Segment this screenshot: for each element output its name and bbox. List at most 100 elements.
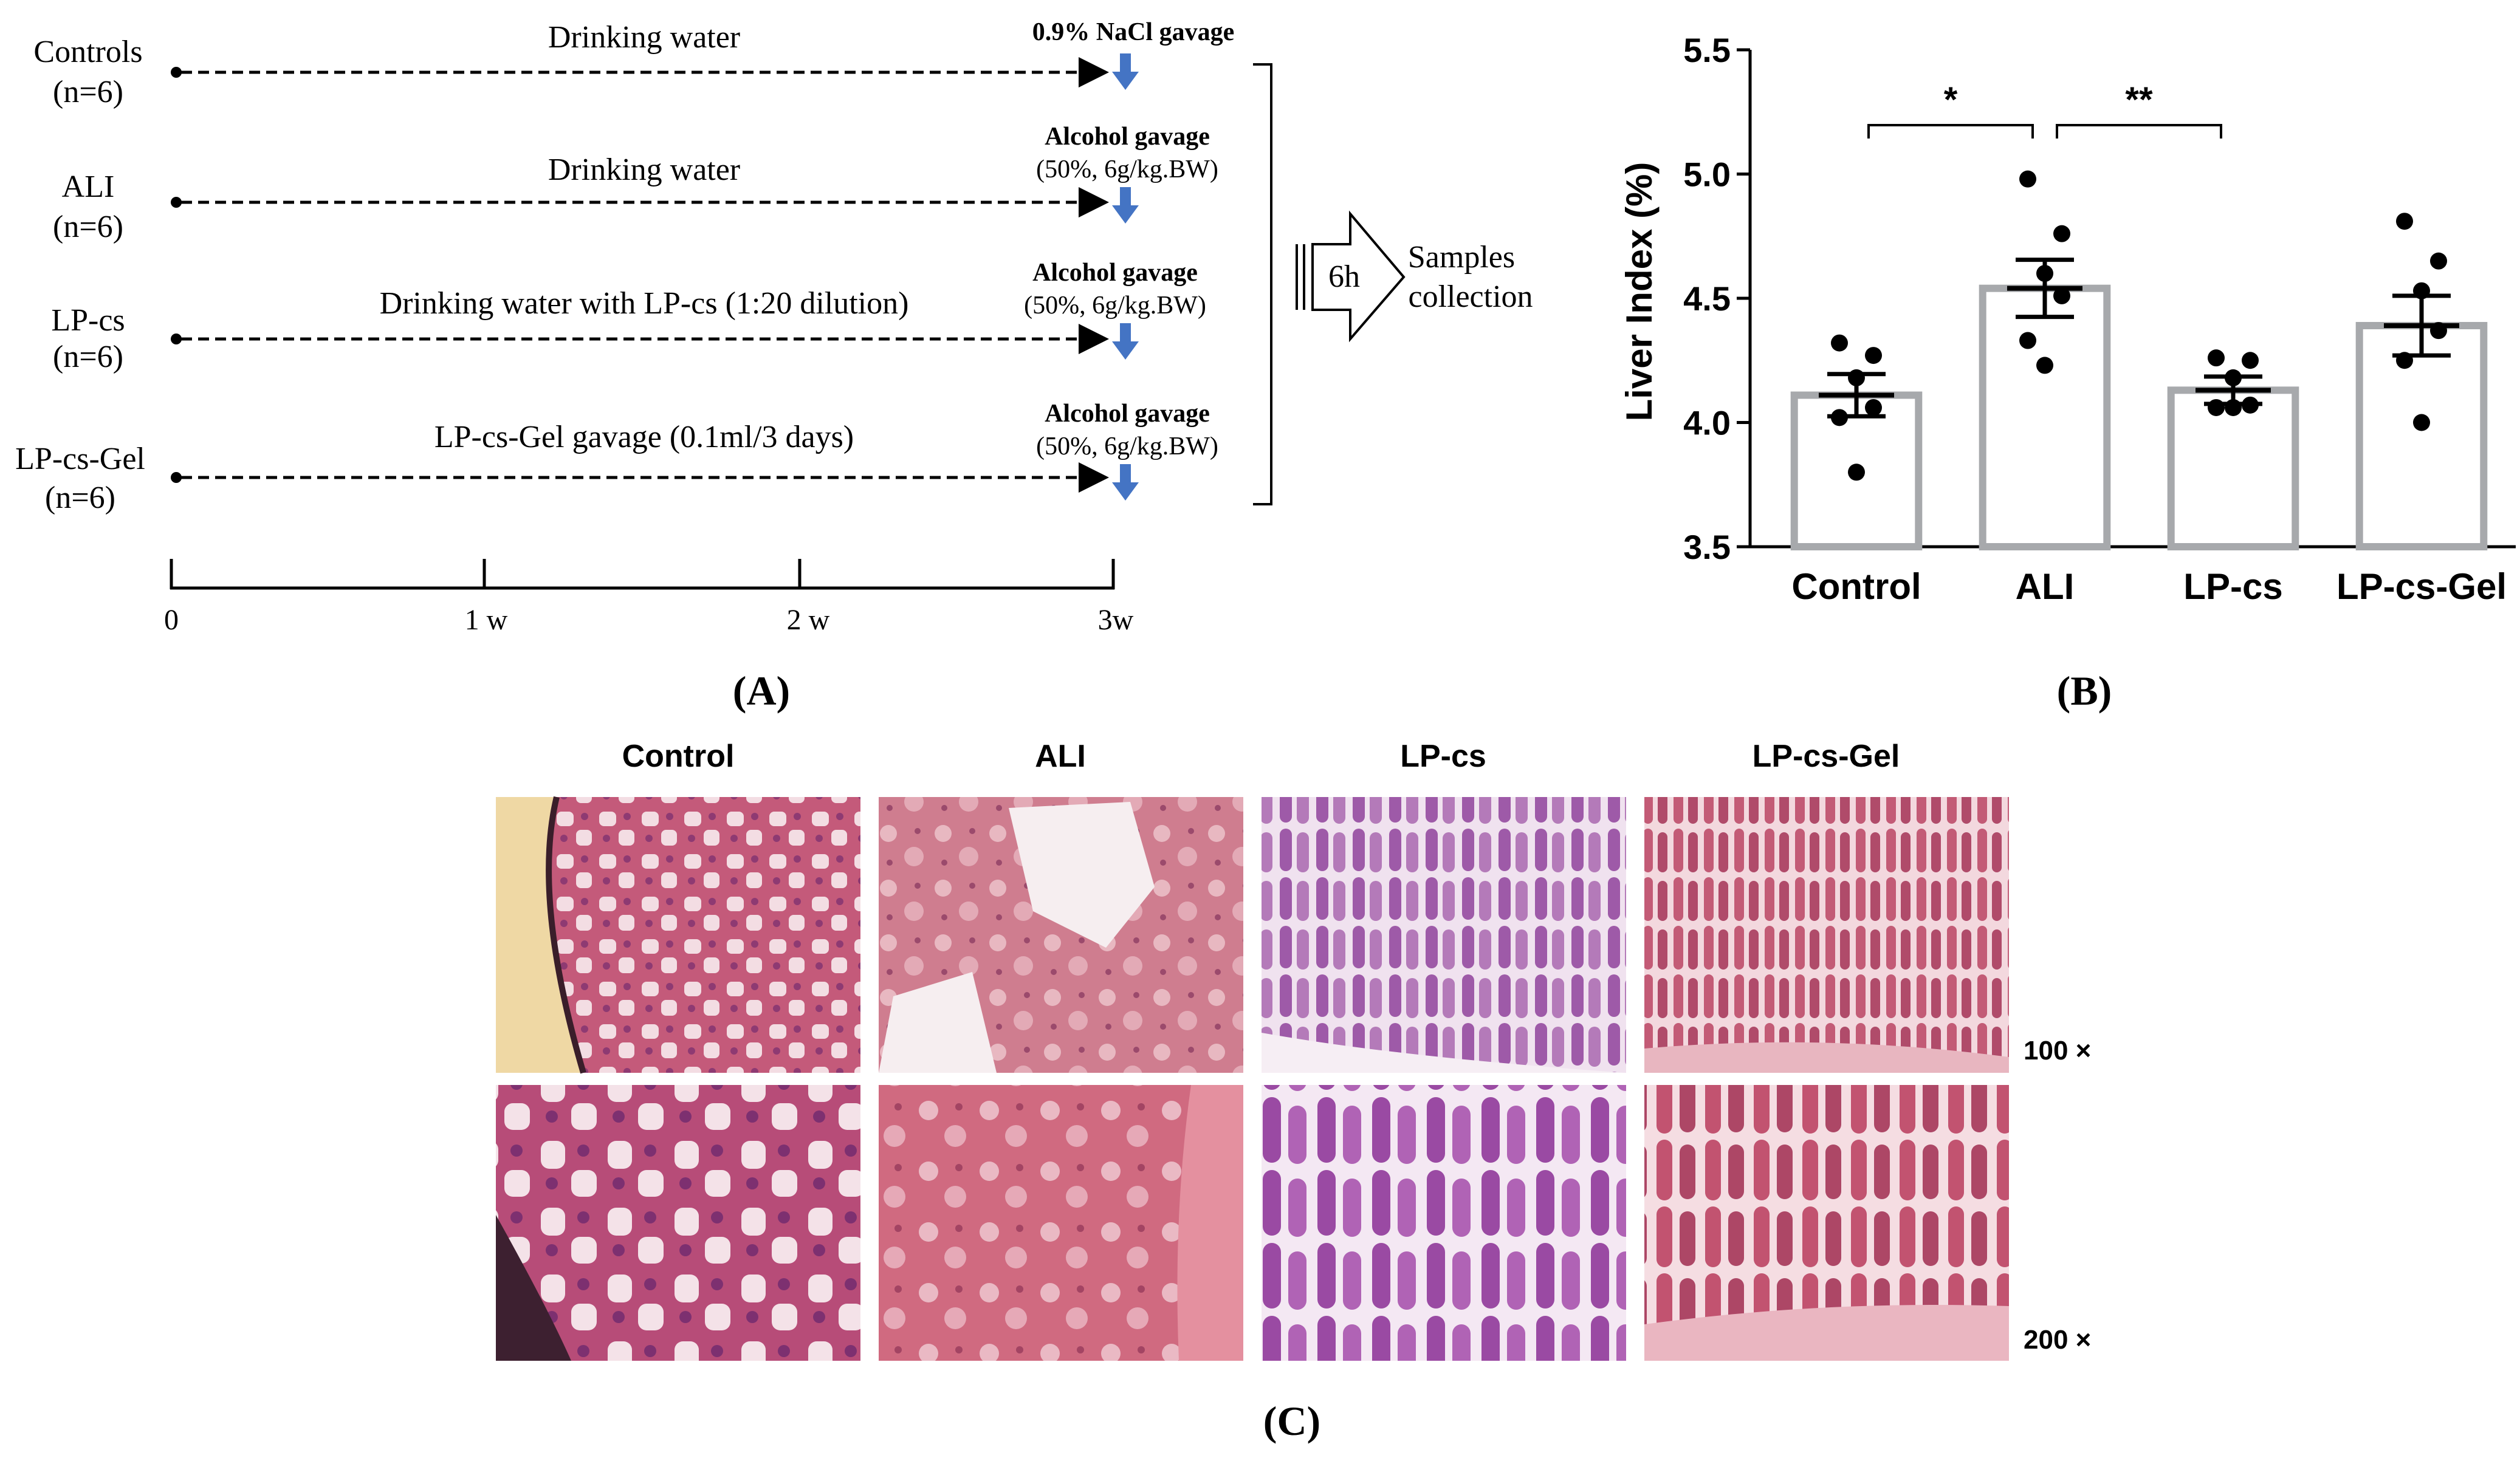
y-tick-label: 5.0 bbox=[1683, 156, 1731, 194]
column-header-lp-cs-gel: LP-cs-Gel bbox=[1753, 739, 1900, 774]
timeline-start-dot bbox=[171, 334, 182, 344]
data-point bbox=[1865, 399, 1882, 416]
treatment-label: Drinking water bbox=[548, 20, 740, 55]
challenge-title: Alcohol gavage bbox=[1045, 123, 1210, 151]
significance-label: ** bbox=[2125, 80, 2153, 120]
micrograph-lp-cs-gel-100x bbox=[1644, 797, 2009, 1073]
week-axis: 0 1 w 2 w 3w bbox=[164, 559, 1134, 636]
group-name: Controls bbox=[33, 35, 142, 69]
column-header-control: Control bbox=[622, 739, 735, 774]
panel-c-label: (C) bbox=[1263, 1398, 1320, 1444]
group-row-controls: Controls (n=6) Drinking water 0.9% NaCl … bbox=[33, 18, 1234, 109]
data-point bbox=[2396, 213, 2413, 230]
significance-bracket bbox=[2056, 124, 2222, 139]
micrograph-control-100x bbox=[496, 796, 860, 1074]
magnification-100x: 100 × bbox=[2024, 1036, 2091, 1066]
treatment-label: LP-cs-Gel gavage (0.1ml/3 days) bbox=[434, 420, 854, 454]
significance-bracket bbox=[1867, 124, 2034, 139]
week-tick-label: 1 w bbox=[465, 604, 508, 636]
micrograph-lp-cs-200x bbox=[1262, 1085, 1626, 1361]
y-ticks: 3.5 4.0 4.5 5.0 5.5 bbox=[1683, 31, 1750, 566]
group-n: (n=6) bbox=[53, 210, 123, 244]
group-row-ali: ALI (n=6) Drinking water Alcohol gavage … bbox=[53, 123, 1218, 244]
y-tick-label: 4.0 bbox=[1683, 404, 1731, 442]
gavage-down-arrow-icon bbox=[1112, 53, 1139, 90]
bar-lp-cs bbox=[2167, 386, 2299, 551]
panel-a-label: (A) bbox=[733, 668, 790, 714]
group-name: ALI bbox=[62, 169, 115, 204]
group-row-lp-cs-gel: LP-cs-Gel (n=6) LP-cs-Gel gavage (0.1ml/… bbox=[15, 400, 1218, 515]
x-tick-label: LP-cs bbox=[2183, 566, 2282, 607]
group-name: LP-cs-Gel bbox=[15, 442, 145, 476]
challenge-dose: (50%, 6g/kg.BW) bbox=[1024, 292, 1206, 320]
arrow-label: 6h bbox=[1328, 259, 1360, 294]
x-tick-label: LP-cs-Gel bbox=[2336, 566, 2507, 607]
big-right-arrow-icon bbox=[1311, 210, 1406, 343]
timeline-start-dot bbox=[171, 197, 182, 208]
result-line-2: collection bbox=[1408, 279, 1533, 314]
bars bbox=[1790, 284, 2488, 551]
significance-label: * bbox=[1944, 80, 1958, 120]
y-tick-label: 5.5 bbox=[1683, 31, 1731, 69]
significance-brackets: * ** bbox=[1867, 80, 2222, 139]
data-point bbox=[1865, 347, 1882, 364]
x-tick-labels: Control ALI LP-cs LP-cs-Gel bbox=[1791, 566, 2507, 607]
week-tick-label: 3w bbox=[1098, 604, 1134, 636]
micrograph-ali-200x bbox=[879, 1085, 1243, 1361]
gavage-down-arrow-icon bbox=[1112, 464, 1139, 501]
x-tick-label: ALI bbox=[2016, 566, 2075, 607]
challenge-dose: (50%, 6g/kg.BW) bbox=[1036, 433, 1218, 460]
groups-bracket bbox=[1253, 63, 1272, 505]
timeline-start-dot bbox=[171, 67, 182, 78]
bar-lp-cs-gel bbox=[2355, 321, 2488, 550]
week-tick-label: 0 bbox=[164, 604, 179, 636]
timeline-start-dot bbox=[171, 472, 182, 483]
challenge-title: 0.9% NaCl gavage bbox=[1032, 18, 1234, 46]
bar-ali bbox=[1979, 284, 2111, 550]
treatment-label: Drinking water with LP-cs (1:20 dilution… bbox=[380, 286, 909, 321]
y-tick-label: 3.5 bbox=[1683, 528, 1731, 566]
data-point bbox=[2242, 352, 2259, 369]
challenge-title: Alcohol gavage bbox=[1032, 259, 1198, 287]
x-tick-label: Control bbox=[1791, 566, 1921, 607]
data-point bbox=[2053, 225, 2070, 242]
data-point bbox=[2208, 349, 2225, 367]
data-points bbox=[1831, 170, 2447, 481]
group-name: LP-cs bbox=[51, 303, 125, 338]
data-point bbox=[2036, 357, 2053, 374]
panel-b-label: (B) bbox=[2057, 668, 2112, 714]
y-tick-label: 4.5 bbox=[1683, 279, 1731, 318]
sampling-arrow: 6h bbox=[1296, 210, 1406, 343]
gavage-down-arrow-icon bbox=[1112, 323, 1139, 360]
treatment-label: Drinking water bbox=[548, 152, 740, 187]
y-axis-label: Liver Index (%) bbox=[1619, 162, 1660, 422]
data-point bbox=[2430, 252, 2447, 270]
error-bars bbox=[1819, 258, 2459, 419]
challenge-title: Alcohol gavage bbox=[1045, 400, 1210, 428]
group-n: (n=6) bbox=[53, 340, 123, 374]
column-header-lp-cs: LP-cs bbox=[1400, 739, 1486, 774]
micrograph-lp-cs-100x bbox=[1262, 797, 1626, 1073]
data-point bbox=[2053, 287, 2070, 304]
micrograph-ali-100x bbox=[879, 797, 1243, 1073]
gavage-down-arrow-icon bbox=[1112, 187, 1139, 224]
result-line-1: Samples bbox=[1408, 240, 1515, 275]
data-point bbox=[2019, 332, 2036, 349]
group-row-lp-cs: LP-cs (n=6) Drinking water with LP-cs (1… bbox=[51, 259, 1206, 374]
challenge-dose: (50%, 6g/kg.BW) bbox=[1036, 156, 1218, 183]
group-n: (n=6) bbox=[53, 75, 123, 109]
group-n: (n=6) bbox=[45, 481, 115, 515]
panel-a-design: Controls (n=6) Drinking water 0.9% NaCl … bbox=[15, 18, 1533, 714]
panel-c-histology: Control ALI LP-cs LP-cs-Gel bbox=[496, 739, 2091, 1444]
data-point bbox=[1831, 334, 1848, 352]
magnification-200x: 200 × bbox=[2024, 1325, 2091, 1355]
data-point bbox=[1848, 464, 1865, 481]
data-point bbox=[2208, 399, 2225, 416]
liver-index-chart: Liver Index (%) 3.5 4.0 4.5 5.0 5.5 Control A… bbox=[1619, 31, 2516, 714]
data-point bbox=[2019, 170, 2036, 188]
micrograph-lp-cs-gel-200x bbox=[1644, 1085, 2009, 1361]
week-tick-label: 2 w bbox=[787, 604, 830, 636]
data-point bbox=[2413, 414, 2430, 431]
micrograph-control-200x bbox=[496, 1085, 860, 1361]
